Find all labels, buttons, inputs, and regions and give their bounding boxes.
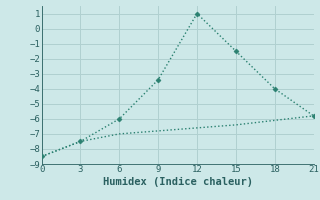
X-axis label: Humidex (Indice chaleur): Humidex (Indice chaleur) (103, 177, 252, 187)
